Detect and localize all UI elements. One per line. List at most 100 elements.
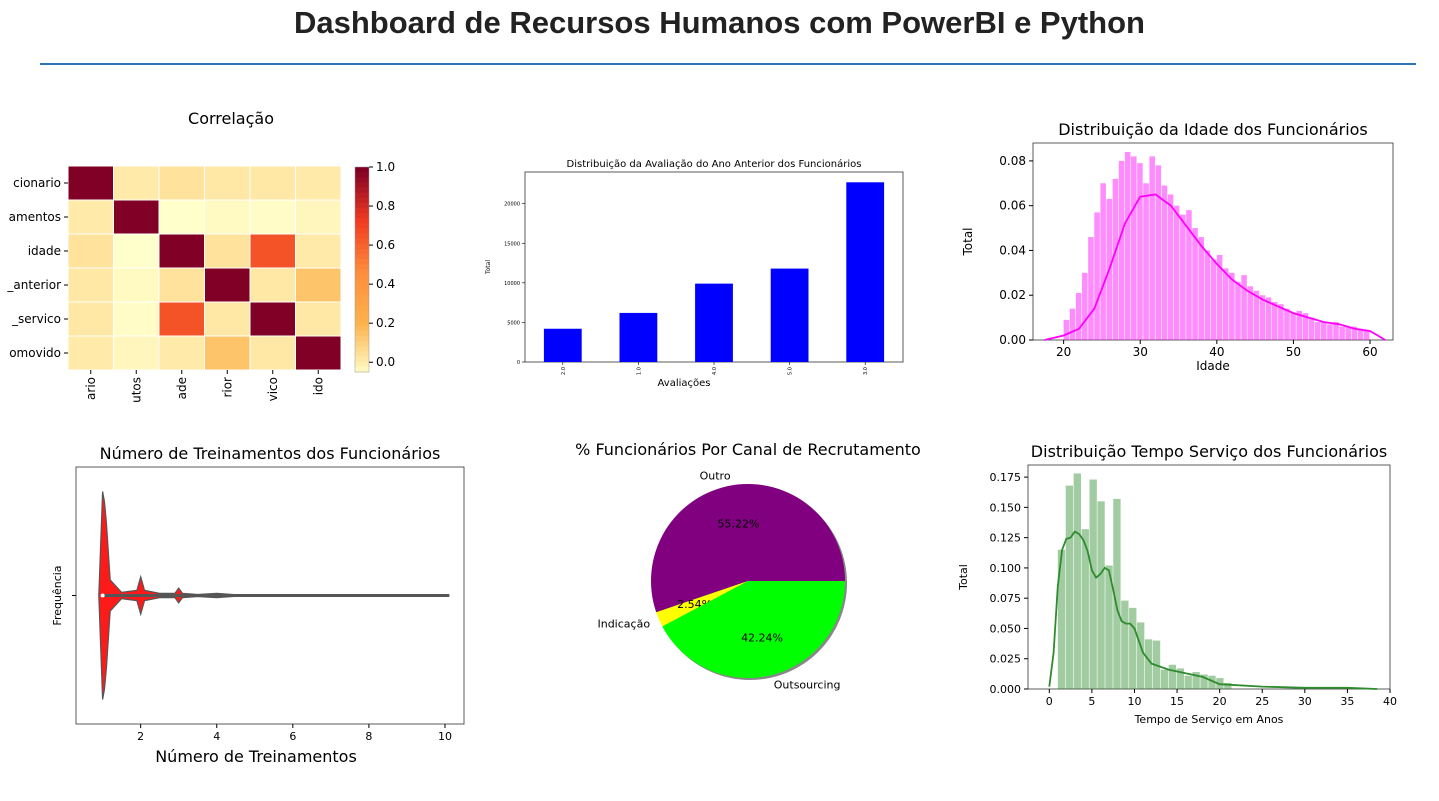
age-hist-bar xyxy=(1124,151,1131,340)
age-hist-bar xyxy=(1112,178,1119,340)
violin-x-tick-label: 10 xyxy=(438,730,452,743)
heatmap-cell xyxy=(204,301,251,337)
age-hist-bar xyxy=(1241,275,1247,340)
age-hist-bar xyxy=(1088,237,1094,340)
heatmap-cell xyxy=(158,301,205,337)
age-hist-x-tick-label: 60 xyxy=(1362,345,1377,359)
age-hist-bar xyxy=(1173,205,1180,340)
bar-y-axis-label: Total xyxy=(485,260,492,275)
heatmap-cell xyxy=(113,199,160,235)
heatmap-cell xyxy=(158,267,205,303)
heatmap-row-label: amentos xyxy=(9,210,61,224)
colorbar-segment xyxy=(355,341,369,347)
age-hist-y-tick-label: 0.06 xyxy=(999,199,1026,213)
age-hist-bar xyxy=(1082,272,1088,340)
age-hist-bar xyxy=(1278,304,1284,340)
colorbar-segment xyxy=(355,331,369,337)
colorbar-segment xyxy=(355,233,369,240)
colorbar-segment xyxy=(355,218,369,224)
heatmap-cell xyxy=(295,267,342,303)
colorbar-segment xyxy=(355,279,369,286)
age-histogram-chart: Distribuição da Idade dos Funcionários 20… xyxy=(961,120,1394,373)
colorbar-segment xyxy=(355,264,369,271)
age-hist-bar xyxy=(1290,313,1296,340)
service-hist-bar xyxy=(1065,485,1074,689)
colorbar-segment xyxy=(355,228,369,235)
age-hist-bar xyxy=(1235,281,1241,340)
colorbar-frame xyxy=(354,166,370,373)
age-hist-x-tick-label: 50 xyxy=(1286,345,1301,359)
service-hist-bar xyxy=(1097,501,1105,689)
bar-chart-title: Distribuição da Avaliação do Ano Anterio… xyxy=(567,158,862,170)
age-hist-title: Distribuição da Idade dos Funcionários xyxy=(1058,120,1368,139)
age-hist-bar xyxy=(1321,322,1327,340)
colorbar-segment xyxy=(355,177,369,183)
colorbar-segment xyxy=(355,310,369,317)
age-hist-x-tick-label: 40 xyxy=(1209,345,1224,359)
heatmap-cell xyxy=(249,267,296,303)
age-hist-plot-frame xyxy=(1032,142,1394,341)
violin-y-axis-label: Frequência xyxy=(51,565,64,625)
heatmap-row-label: omovido xyxy=(9,346,61,360)
age-hist-bar xyxy=(1167,194,1174,340)
service-hist-title: Distribuição Tempo Serviço dos Funcionár… xyxy=(1031,442,1387,461)
service-hist-y-tick-label: 0.100 xyxy=(990,562,1022,575)
pie-pct-label: 42.24% xyxy=(741,631,783,644)
service-hist-bar xyxy=(1073,473,1081,689)
colorbar-segment xyxy=(355,356,369,363)
violin-x-tick-label: 2 xyxy=(137,730,144,743)
heatmap-cell xyxy=(113,335,160,371)
bar xyxy=(543,328,582,362)
colorbar-segment xyxy=(355,315,369,322)
service-hist-x-tick-label: 0 xyxy=(1046,695,1053,708)
service-hist-bar xyxy=(1081,529,1089,689)
bar-x-tick-label: 3.0 xyxy=(863,367,869,375)
pie-slice xyxy=(651,484,845,613)
violin-x-tick-label: 6 xyxy=(289,730,296,743)
age-hist-y-tick-label: 0.04 xyxy=(999,243,1026,257)
age-hist-bar xyxy=(1327,324,1333,340)
age-hist-bar xyxy=(1204,250,1211,340)
age-hist-bar xyxy=(1069,308,1076,340)
service-hist-x-tick-label: 20 xyxy=(1213,695,1227,708)
age-hist-bar xyxy=(1222,268,1229,340)
colorbar-segment xyxy=(355,249,369,255)
age-hist-bar xyxy=(1363,331,1370,340)
age-hist-bar xyxy=(1351,326,1358,340)
colorbar-segment xyxy=(355,351,369,358)
age-hist-bar xyxy=(1100,183,1106,340)
colorbar-segment xyxy=(355,274,369,281)
colorbar-tick-label: 0.6 xyxy=(376,238,395,252)
colorbar-segment xyxy=(355,361,369,368)
heatmap-cell xyxy=(158,233,205,269)
heatmap-cell xyxy=(204,165,251,201)
heatmap-cell xyxy=(67,233,114,269)
age-hist-bar xyxy=(1161,185,1168,340)
age-hist-bar xyxy=(1314,322,1321,340)
heatmap-cell xyxy=(113,233,160,269)
service-hist-bar xyxy=(1129,607,1137,689)
age-hist-y-tick-label: 0.08 xyxy=(999,154,1026,168)
service-hist-bar xyxy=(1089,479,1097,689)
heatmap-cell xyxy=(204,335,251,371)
age-hist-bar xyxy=(1075,292,1082,340)
age-hist-bar xyxy=(1131,156,1137,340)
age-hist-bar xyxy=(1198,237,1204,340)
age-hist-bar xyxy=(1271,301,1278,340)
age-hist-x-axis-label: Idade xyxy=(1196,359,1230,373)
age-hist-bar xyxy=(1229,272,1235,340)
colorbar-segment xyxy=(355,346,369,353)
colorbar-segment xyxy=(355,167,369,173)
colorbar-tick-label: 0.4 xyxy=(376,277,395,291)
service-hist-x-axis-label: Tempo de Serviço em Anos xyxy=(1134,713,1284,726)
age-hist-bar xyxy=(1216,254,1223,340)
colorbar-tick-label: 1.0 xyxy=(376,160,395,174)
bar-x-axis-label: Avaliações xyxy=(658,378,711,389)
colorbar-segment xyxy=(355,254,369,260)
age-hist-bar xyxy=(1143,183,1149,340)
colorbar-segment xyxy=(355,336,369,342)
colorbar-segment xyxy=(355,223,369,230)
heatmap-row-label: idade xyxy=(28,244,61,258)
colorbar-tick-label: 0.0 xyxy=(376,355,395,369)
heatmap-cell xyxy=(158,335,205,371)
